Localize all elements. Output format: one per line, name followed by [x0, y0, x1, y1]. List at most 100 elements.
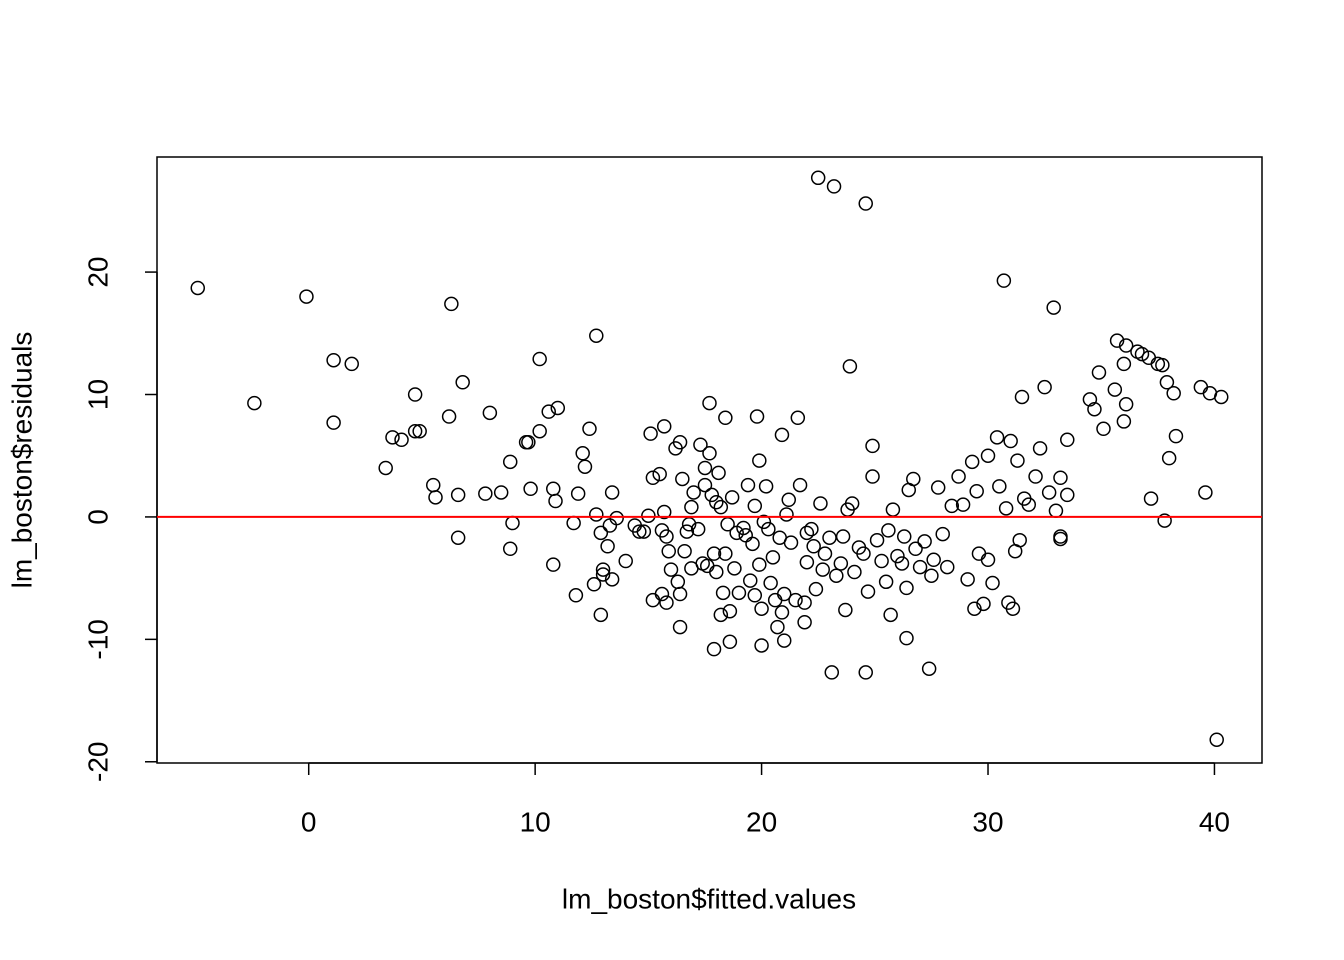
point: [593, 525, 609, 541]
point: [756, 514, 772, 530]
point: [727, 561, 742, 576]
point: [1168, 428, 1184, 444]
point: [541, 404, 556, 419]
point: [917, 534, 932, 549]
point: [690, 521, 706, 537]
point: [706, 546, 722, 561]
point: [546, 481, 561, 497]
x-tick-label: 10: [520, 806, 551, 837]
point: [441, 409, 457, 424]
point: [570, 486, 586, 501]
point: [1028, 469, 1043, 484]
point: [1014, 389, 1030, 405]
point: [844, 496, 860, 511]
point: [779, 507, 794, 522]
point: [967, 601, 982, 616]
point: [998, 501, 1014, 516]
y-tick-label: -10: [82, 619, 113, 659]
point: [702, 446, 717, 461]
point: [1198, 485, 1213, 500]
point: [677, 543, 692, 559]
point: [532, 351, 547, 367]
point: [1091, 365, 1107, 380]
point: [860, 584, 876, 599]
point: [1060, 432, 1075, 448]
point: [659, 529, 674, 544]
point: [1021, 497, 1037, 512]
point: [652, 466, 667, 482]
point: [894, 556, 910, 571]
point: [817, 546, 833, 561]
point: [412, 423, 427, 439]
point: [595, 567, 611, 582]
point: [745, 536, 760, 552]
point: [878, 574, 894, 590]
point: [858, 665, 873, 680]
point: [813, 496, 828, 511]
point: [672, 586, 688, 602]
point: [1005, 601, 1021, 616]
point: [654, 586, 670, 602]
point: [722, 603, 738, 619]
point: [582, 421, 597, 437]
point: [865, 438, 880, 454]
point: [731, 585, 747, 601]
point: [858, 196, 873, 211]
point: [586, 577, 602, 592]
point: [693, 437, 708, 452]
point: [326, 352, 341, 368]
point: [758, 479, 774, 494]
point: [1116, 414, 1132, 429]
point: [672, 619, 688, 635]
point: [426, 477, 441, 493]
point: [1053, 470, 1068, 486]
point: [704, 487, 720, 503]
point: [641, 508, 656, 523]
point: [765, 550, 781, 565]
point: [899, 580, 914, 596]
point: [697, 477, 713, 493]
point: [385, 430, 400, 445]
point: [1012, 532, 1027, 548]
point: [881, 523, 896, 538]
point: [724, 490, 740, 505]
point: [767, 592, 783, 608]
point: [407, 387, 423, 402]
point: [1143, 491, 1159, 506]
point: [502, 541, 518, 557]
point: [1046, 300, 1061, 315]
point: [595, 562, 611, 577]
point: [1010, 453, 1025, 468]
point: [964, 454, 980, 470]
point: [546, 557, 561, 572]
point: [865, 469, 880, 484]
point: [1166, 386, 1181, 401]
point: [774, 605, 790, 620]
point: [1134, 346, 1150, 362]
point: [985, 575, 1000, 591]
point: [718, 410, 733, 426]
point: [344, 356, 359, 372]
x-tick-label: 30: [972, 806, 1003, 837]
point: [190, 280, 206, 296]
point: [971, 546, 987, 561]
point: [643, 426, 658, 441]
point: [713, 499, 729, 515]
point: [670, 574, 686, 590]
point: [883, 607, 898, 623]
y-tick-label: 20: [82, 257, 113, 288]
point: [493, 485, 509, 500]
point: [602, 518, 618, 533]
point: [523, 481, 538, 497]
point: [940, 559, 955, 575]
point: [1048, 503, 1064, 519]
point: [761, 521, 776, 537]
point: [890, 548, 905, 564]
point: [589, 507, 604, 522]
point: [752, 557, 767, 572]
point: [754, 638, 769, 653]
point: [697, 460, 713, 476]
point: [645, 470, 661, 486]
